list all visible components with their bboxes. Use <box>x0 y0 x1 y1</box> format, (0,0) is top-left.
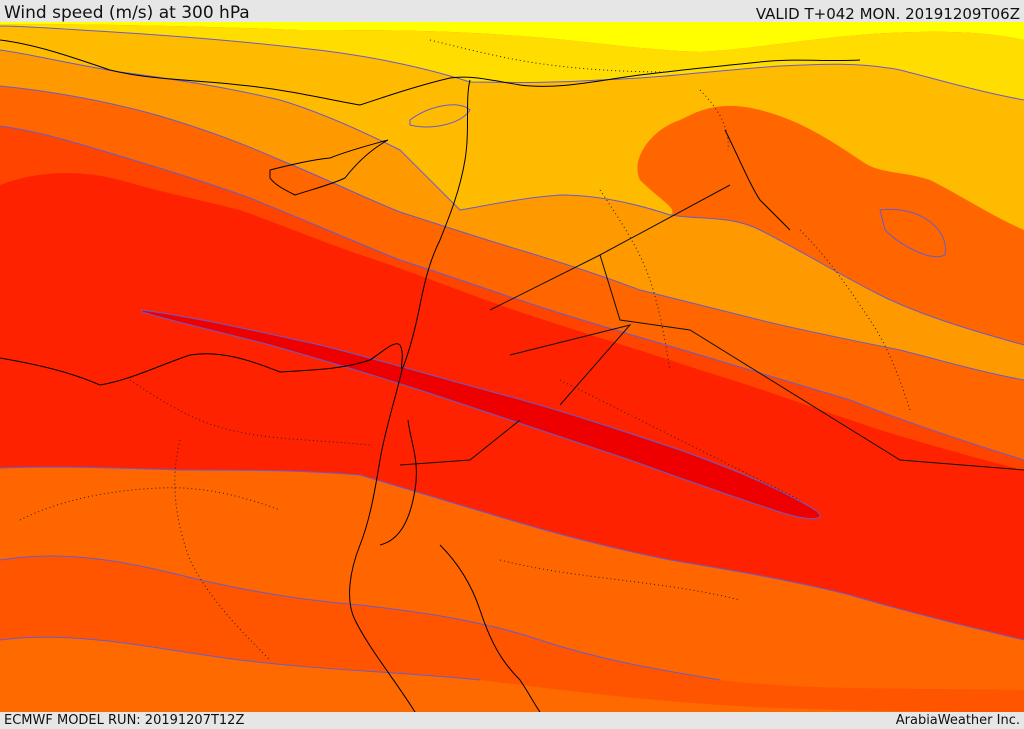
coastlines <box>0 39 861 712</box>
map-title: Wind speed (m/s) at 300 hPa <box>4 3 250 23</box>
header-bar: Wind speed (m/s) at 300 hPa VALID T+042 … <box>0 0 1024 23</box>
band-orange <box>0 50 1024 380</box>
contour-lines <box>0 25 1024 681</box>
valid-time: VALID T+042 MON. 20191209T06Z <box>755 5 1020 23</box>
map-svg <box>0 22 1024 712</box>
footer-bar: ECMWF MODEL RUN: 20191207T12Z ArabiaWeat… <box>0 712 1024 729</box>
band-dark-orange <box>0 86 1024 460</box>
band-light-orange <box>0 26 1024 230</box>
band-jet-core <box>141 309 821 520</box>
borders <box>19 39 911 661</box>
boundary-lines <box>399 184 1024 471</box>
band-yellow <box>0 22 1024 52</box>
model-run: ECMWF MODEL RUN: 20191207T12Z <box>4 713 245 728</box>
wind-speed-map[interactable] <box>0 22 1024 712</box>
credit-text: ArabiaWeather Inc. <box>895 713 1020 728</box>
band-bottom-light <box>0 637 1024 712</box>
